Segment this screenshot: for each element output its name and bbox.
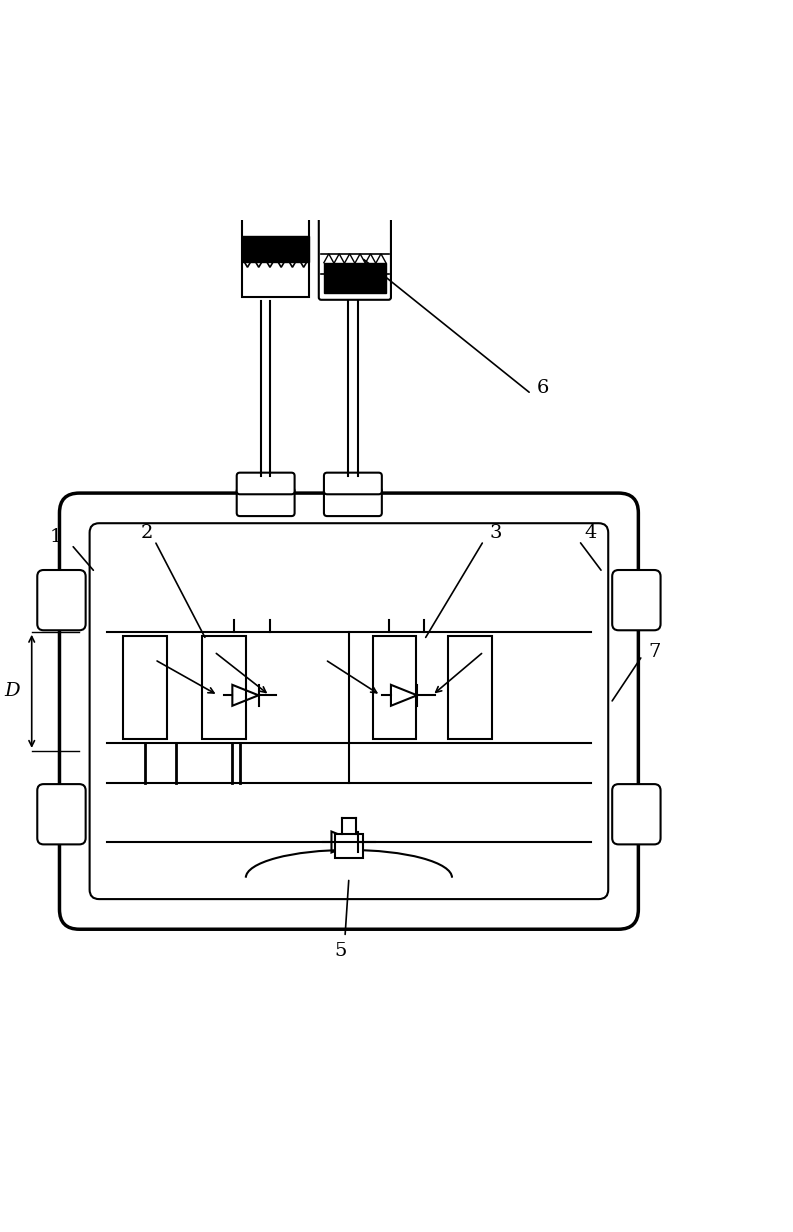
Bar — [123, 636, 167, 739]
FancyBboxPatch shape — [324, 488, 382, 516]
Text: 6: 6 — [537, 378, 550, 397]
Text: 4: 4 — [584, 524, 597, 542]
FancyBboxPatch shape — [612, 570, 661, 631]
Text: 3: 3 — [489, 524, 502, 542]
Bar — [373, 636, 416, 739]
Text: 5: 5 — [335, 941, 347, 960]
FancyBboxPatch shape — [59, 493, 638, 929]
Bar — [335, 834, 363, 857]
FancyBboxPatch shape — [324, 473, 382, 494]
FancyBboxPatch shape — [236, 488, 295, 516]
FancyBboxPatch shape — [612, 784, 661, 844]
Bar — [448, 636, 492, 739]
FancyBboxPatch shape — [37, 784, 86, 844]
Bar — [202, 636, 246, 739]
Text: 7: 7 — [648, 643, 661, 660]
Text: 1: 1 — [49, 527, 62, 546]
Text: D: D — [4, 683, 20, 700]
FancyBboxPatch shape — [236, 473, 295, 494]
Text: 2: 2 — [140, 524, 153, 542]
FancyBboxPatch shape — [37, 570, 86, 631]
FancyBboxPatch shape — [90, 524, 608, 899]
Bar — [242, 218, 309, 297]
Bar — [324, 264, 386, 293]
FancyBboxPatch shape — [319, 216, 391, 299]
Bar — [242, 237, 309, 261]
